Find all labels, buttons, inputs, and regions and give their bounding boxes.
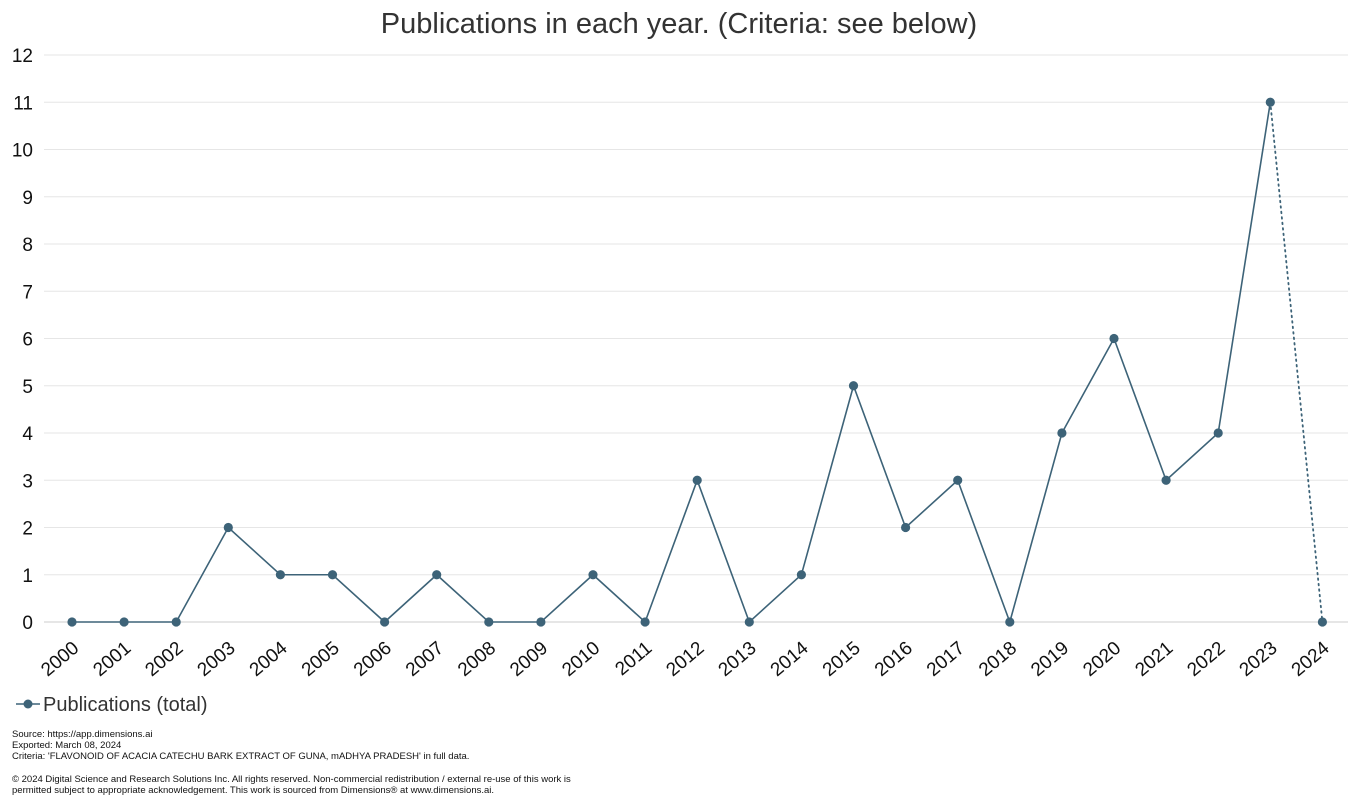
footer-copyright-line-2: permitted subject to appropriate acknowl… [12,785,495,796]
chart-title: Publications in each year. (Criteria: se… [381,8,977,40]
x-tick-label: 2007 [402,638,448,681]
data-point[interactable] [171,617,181,627]
x-tick-label: 2022 [1184,638,1230,681]
data-point[interactable] [588,570,598,580]
x-tick-label: 2000 [37,638,83,681]
y-tick-label: 2 [22,519,33,540]
data-point[interactable] [796,570,807,580]
x-tick-label: 2003 [194,638,240,681]
x-tick-label: 2018 [975,638,1021,681]
data-point[interactable] [380,617,390,627]
y-tick-label: 6 [22,330,33,351]
legend-marker-icon [23,699,33,709]
data-point[interactable] [119,617,129,627]
x-tick-label: 2002 [142,638,188,681]
footer: Source: https://app.dimensions.ai Export… [12,729,469,762]
data-point[interactable] [1265,97,1275,107]
data-point[interactable] [1161,475,1171,485]
data-point[interactable] [640,617,650,627]
footer-copyright: © 2024 Digital Science and Research Solu… [12,774,571,796]
data-point[interactable] [1109,333,1119,344]
legend-label: Publications (total) [43,694,208,716]
x-tick-label: 2001 [89,638,135,681]
data-point[interactable] [484,617,494,627]
x-tick-label: 2009 [506,638,552,681]
x-tick-label: 2019 [1027,638,1073,681]
series-points [67,97,1327,627]
y-tick-label: 8 [22,235,33,256]
y-tick-label: 0 [22,613,33,634]
data-point[interactable] [744,617,754,627]
data-point[interactable] [1317,617,1327,627]
data-point[interactable] [1057,428,1067,438]
footer-source: Source: https://app.dimensions.ai [12,729,153,740]
data-point[interactable] [953,475,963,485]
footer-exported: Exported: March 08, 2024 [12,740,122,751]
x-tick-label: 2011 [612,638,657,680]
x-tick-label: 2005 [298,638,344,681]
x-tick-label: 2010 [558,638,604,681]
x-tick-label: 2016 [871,638,917,681]
x-tick-label: 2024 [1288,637,1334,681]
series-line [72,101,1324,625]
x-tick-label: 2004 [246,637,292,681]
data-point[interactable] [1005,617,1015,627]
y-tick-label: 5 [22,377,33,398]
series-line-dotted [1269,101,1324,623]
data-point[interactable] [1213,428,1223,438]
x-tick-label: 2006 [350,638,396,681]
data-point[interactable] [67,617,77,627]
grid [44,54,1348,623]
footer-criteria: Criteria: 'FLAVONOID OF ACACIA CATECHU B… [12,751,470,762]
series-line-solid [72,102,1272,625]
y-tick-label: 10 [12,141,33,162]
x-tick-label: 2015 [819,638,865,681]
x-axis-ticks: 2000 2001 2002 2003 2004 2005 2006 2007 2008 2009… [37,637,1334,681]
x-tick-label: 2020 [1079,638,1125,681]
y-tick-label: 7 [22,282,33,303]
data-point[interactable] [692,475,702,485]
footer-copyright-line-1: © 2024 Digital Science and Research Solu… [12,774,571,785]
x-tick-label: 2012 [663,638,709,681]
data-point[interactable] [223,522,233,533]
x-tick-label: 2021 [1131,638,1177,681]
y-tick-label: 11 [13,93,33,114]
x-tick-label: 2013 [715,638,761,681]
y-tick-label: 9 [22,188,33,209]
data-point[interactable] [901,522,911,533]
data-point[interactable] [848,381,859,391]
data-point[interactable] [275,570,285,580]
y-tick-label: 12 [12,46,33,67]
legend[interactable]: Publications (total) [16,694,208,716]
data-point[interactable] [327,570,338,580]
data-point[interactable] [536,617,546,627]
x-tick-label: 2023 [1236,638,1282,681]
x-tick-label: 2014 [767,637,813,681]
y-tick-label: 1 [22,566,33,587]
data-point[interactable] [432,570,442,580]
x-tick-label: 2008 [454,638,500,681]
y-tick-label: 3 [22,471,33,492]
y-tick-label: 4 [22,424,33,445]
x-tick-label: 2017 [923,638,969,681]
